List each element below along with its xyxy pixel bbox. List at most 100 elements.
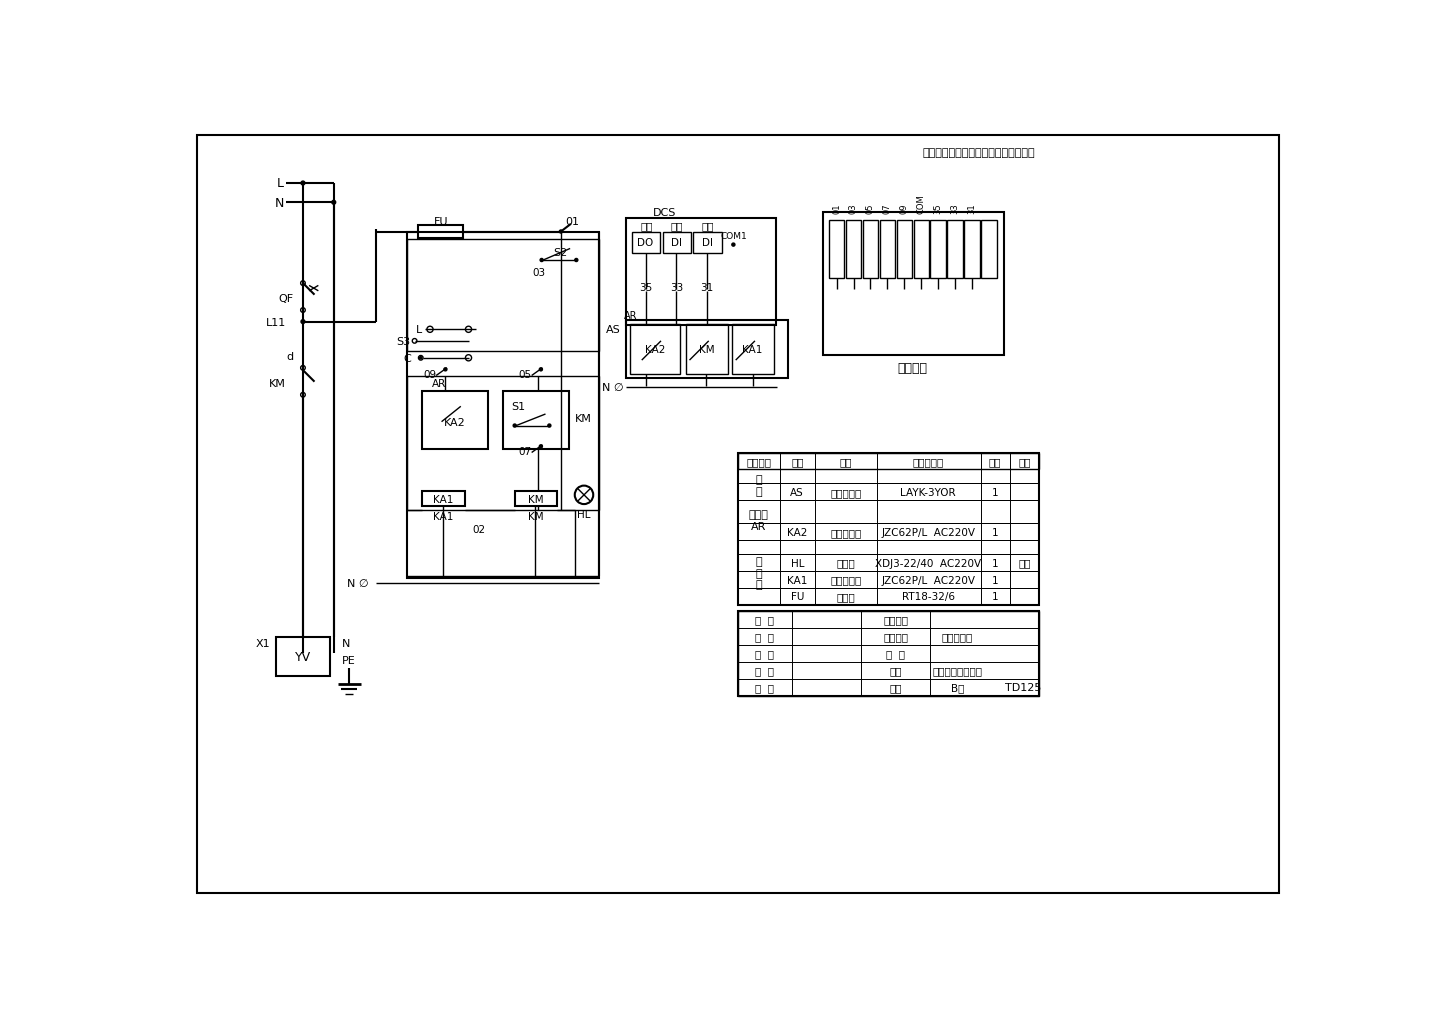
Bar bbox=[981, 221, 996, 278]
Circle shape bbox=[732, 244, 734, 247]
Bar bbox=[276, 638, 330, 677]
Circle shape bbox=[419, 358, 422, 360]
Bar bbox=[863, 221, 878, 278]
Text: DCS: DCS bbox=[654, 208, 677, 218]
Text: 图  名: 图 名 bbox=[887, 649, 906, 659]
Text: 05: 05 bbox=[518, 370, 531, 380]
Bar bbox=[930, 221, 946, 278]
Text: 1: 1 bbox=[992, 558, 998, 568]
Text: TD125: TD125 bbox=[1005, 683, 1043, 693]
Text: FU: FU bbox=[791, 592, 804, 602]
Text: KA1: KA1 bbox=[433, 494, 454, 504]
Text: AR: AR bbox=[432, 379, 446, 389]
Text: 1: 1 bbox=[992, 575, 998, 585]
Text: 09: 09 bbox=[900, 204, 909, 214]
Text: 01: 01 bbox=[832, 204, 841, 214]
Text: 图名: 图名 bbox=[890, 665, 901, 676]
Text: KM: KM bbox=[698, 345, 714, 355]
Text: 35: 35 bbox=[639, 282, 652, 292]
Bar bbox=[739, 541, 1040, 554]
Text: XDJ3-22/40  AC220V: XDJ3-22/40 AC220V bbox=[876, 558, 981, 568]
Text: 工程名称: 工程名称 bbox=[883, 615, 909, 625]
Text: COM1: COM1 bbox=[720, 231, 747, 240]
Text: KA2: KA2 bbox=[645, 345, 665, 355]
Text: 审  核: 审 核 bbox=[756, 649, 775, 659]
Text: AS: AS bbox=[791, 487, 804, 497]
Bar bbox=[408, 376, 599, 511]
Circle shape bbox=[559, 230, 563, 233]
Text: LAYK-3YOR: LAYK-3YOR bbox=[900, 487, 956, 497]
Text: FU: FU bbox=[435, 217, 449, 227]
Text: 控
制
柜: 控 制 柜 bbox=[756, 556, 762, 590]
Text: 二次端子: 二次端子 bbox=[897, 362, 927, 375]
Bar bbox=[822, 213, 1004, 356]
Circle shape bbox=[540, 369, 543, 372]
Text: L: L bbox=[416, 325, 422, 335]
Text: 备注: 备注 bbox=[1018, 457, 1031, 467]
Text: 符号: 符号 bbox=[791, 457, 804, 467]
Circle shape bbox=[301, 182, 305, 185]
Text: HL: HL bbox=[577, 510, 590, 520]
Text: 信号灯: 信号灯 bbox=[837, 558, 855, 568]
Bar bbox=[739, 453, 1040, 605]
Text: C: C bbox=[403, 354, 410, 364]
Text: N: N bbox=[275, 197, 284, 210]
Text: 07: 07 bbox=[518, 446, 531, 457]
Text: B图: B图 bbox=[950, 683, 965, 693]
Bar bbox=[897, 221, 912, 278]
Bar bbox=[408, 232, 599, 579]
Text: N ∅: N ∅ bbox=[347, 579, 369, 589]
Text: 03: 03 bbox=[850, 203, 858, 214]
Bar bbox=[739, 554, 1040, 572]
Text: 中间继电器: 中间继电器 bbox=[831, 575, 861, 585]
Circle shape bbox=[444, 369, 446, 372]
Text: L: L bbox=[276, 177, 284, 191]
Text: 项目名称: 项目名称 bbox=[883, 632, 909, 642]
Text: 备夹: 备夹 bbox=[701, 221, 714, 231]
Text: N ∅: N ∅ bbox=[602, 383, 624, 392]
Text: 33: 33 bbox=[670, 282, 683, 292]
Bar bbox=[739, 611, 1040, 696]
Bar bbox=[739, 484, 1040, 500]
Text: 07: 07 bbox=[883, 203, 891, 214]
Bar bbox=[631, 325, 680, 375]
Text: PE: PE bbox=[341, 656, 356, 665]
Text: KA2: KA2 bbox=[444, 418, 465, 427]
Text: 31: 31 bbox=[968, 203, 976, 214]
Bar bbox=[632, 232, 660, 254]
Text: X1: X1 bbox=[255, 639, 269, 649]
Text: 机旁按钮盒: 机旁按钮盒 bbox=[831, 487, 861, 497]
Text: L11: L11 bbox=[266, 317, 287, 327]
Bar bbox=[408, 239, 599, 352]
Text: 03: 03 bbox=[533, 267, 546, 277]
Text: AR: AR bbox=[624, 311, 638, 321]
Text: S3: S3 bbox=[396, 336, 410, 346]
Text: S1: S1 bbox=[511, 401, 526, 412]
Text: 名称: 名称 bbox=[840, 457, 852, 467]
Bar bbox=[662, 232, 691, 254]
Text: 设  计: 设 计 bbox=[756, 665, 775, 676]
Text: HL: HL bbox=[791, 558, 804, 568]
Text: 1: 1 bbox=[992, 527, 998, 537]
Bar bbox=[422, 391, 488, 449]
Text: JZC62P/L  AC220V: JZC62P/L AC220V bbox=[881, 575, 975, 585]
Bar bbox=[693, 232, 721, 254]
Text: 应事: 应事 bbox=[671, 221, 684, 231]
Text: N: N bbox=[341, 639, 350, 649]
Text: 制  图: 制 图 bbox=[756, 683, 775, 693]
Bar bbox=[422, 491, 465, 506]
Text: KM: KM bbox=[575, 414, 592, 424]
Text: 设  总: 设 总 bbox=[756, 615, 775, 625]
Text: 中间继电器: 中间继电器 bbox=[831, 527, 861, 537]
Bar bbox=[965, 221, 979, 278]
Bar bbox=[829, 221, 844, 278]
Text: YV: YV bbox=[295, 650, 311, 663]
Text: KA1: KA1 bbox=[788, 575, 808, 585]
Bar bbox=[739, 588, 1040, 605]
Bar bbox=[845, 221, 861, 278]
Bar bbox=[626, 321, 788, 378]
Text: S2: S2 bbox=[553, 248, 567, 258]
Bar bbox=[503, 391, 569, 449]
Bar bbox=[880, 221, 896, 278]
Text: 05: 05 bbox=[865, 204, 876, 214]
